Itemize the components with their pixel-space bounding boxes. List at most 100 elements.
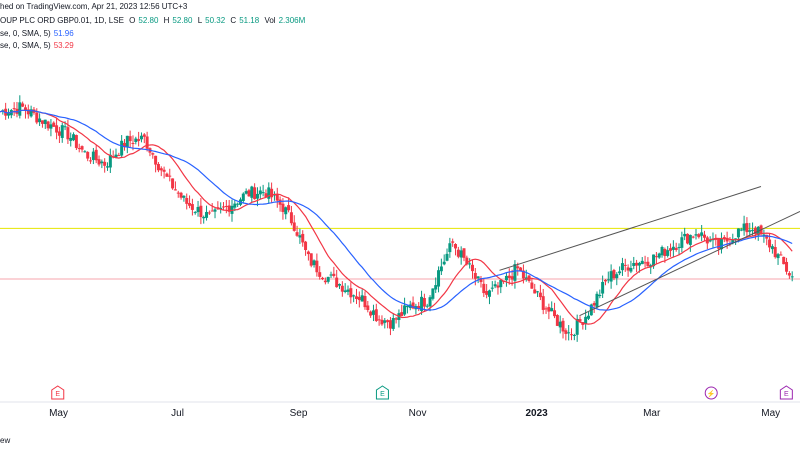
candle-body xyxy=(77,147,81,149)
candle-body xyxy=(173,189,177,191)
candle-body xyxy=(462,248,466,258)
candle-body xyxy=(224,205,228,207)
candle-body xyxy=(708,240,712,242)
candle-body xyxy=(332,273,336,276)
candle-body xyxy=(536,291,540,293)
high-label: H xyxy=(163,16,170,25)
candle-body xyxy=(663,248,667,257)
candle-body xyxy=(439,266,443,272)
candle-body xyxy=(60,125,64,138)
candle-body xyxy=(338,284,342,286)
candle-body xyxy=(80,146,84,150)
candle-body xyxy=(411,302,415,309)
candle-body xyxy=(448,243,452,253)
candle-body xyxy=(137,139,141,141)
candle-body xyxy=(456,249,460,257)
candle-body xyxy=(476,276,480,279)
candle-body xyxy=(575,318,579,335)
candle-body xyxy=(553,310,557,317)
events-group[interactable]: E E ⚡ E xyxy=(51,385,793,400)
candle-body xyxy=(538,292,542,298)
trendlines-group[interactable] xyxy=(499,185,800,317)
candle-body xyxy=(454,244,458,249)
candle-body xyxy=(479,278,483,283)
candle-body xyxy=(391,318,395,329)
candle-body xyxy=(660,247,664,256)
candle-body xyxy=(354,296,358,299)
candle-body xyxy=(405,305,409,308)
candle-body xyxy=(185,197,189,204)
candle-body xyxy=(533,289,537,294)
candle-body xyxy=(493,284,497,287)
candle-body xyxy=(122,142,126,148)
candle-body xyxy=(722,237,726,239)
candle-body xyxy=(142,134,146,137)
candle-body xyxy=(773,247,777,258)
candle-body xyxy=(394,318,398,320)
candle-body xyxy=(343,290,347,292)
candle-body xyxy=(742,223,746,231)
candle-body xyxy=(762,234,766,236)
candle-body xyxy=(357,296,361,301)
candle-body xyxy=(465,257,469,265)
candle-body xyxy=(165,173,169,177)
candle-body xyxy=(736,228,740,238)
trendline[interactable] xyxy=(579,210,800,317)
candle-body xyxy=(340,285,344,292)
candle-body xyxy=(193,212,197,214)
candle-body xyxy=(159,168,163,171)
candle-body xyxy=(603,279,607,282)
candle-body xyxy=(55,125,59,133)
x-tick-label: May xyxy=(49,408,68,419)
candle-body xyxy=(363,296,367,308)
candle-body xyxy=(267,187,271,199)
candle-body xyxy=(496,285,500,288)
low-value: 50.32 xyxy=(205,16,226,25)
ma-slow-line xyxy=(0,109,793,311)
x-tick-label: Jul xyxy=(171,408,184,419)
candle-body xyxy=(688,234,692,245)
candle-body xyxy=(748,230,752,232)
candle-body xyxy=(507,275,511,278)
candle-body xyxy=(315,260,319,273)
earnings-event-marker[interactable] xyxy=(375,385,389,400)
candle-body xyxy=(482,283,486,294)
candle-body xyxy=(176,192,180,194)
candle-body xyxy=(26,109,30,115)
candle-body xyxy=(513,264,517,281)
candle-body xyxy=(519,267,523,271)
ma-fast-legend[interactable]: se, 0, SMA, 5) 53.29 xyxy=(0,41,77,50)
ma-slow-legend[interactable]: se, 0, SMA, 5) 51.96 xyxy=(0,29,77,38)
candle-body xyxy=(787,273,791,276)
candle-body xyxy=(86,152,90,159)
candle-body xyxy=(145,136,149,149)
candle-body xyxy=(318,272,322,277)
candle-body xyxy=(555,315,559,326)
candle-body xyxy=(74,135,78,148)
candle-body xyxy=(270,188,274,198)
event-marker-label: ⚡ xyxy=(707,389,716,398)
low-label: L xyxy=(197,16,203,25)
candle-body xyxy=(731,239,735,243)
earnings-event-marker[interactable] xyxy=(51,385,65,400)
split-event-marker[interactable] xyxy=(704,386,718,400)
candle-body xyxy=(131,142,135,144)
candle-body xyxy=(66,127,70,140)
candle-body xyxy=(386,320,390,323)
candle-body xyxy=(352,295,356,297)
candle-body xyxy=(635,262,639,266)
candle-body xyxy=(510,276,514,280)
candle-body xyxy=(236,203,240,205)
candle-body xyxy=(620,263,624,271)
trendline[interactable] xyxy=(499,185,762,271)
earnings-event-marker[interactable] xyxy=(779,385,793,400)
candle-body xyxy=(21,103,25,107)
candle-body xyxy=(646,261,650,267)
symbol-legend[interactable]: OUP PLC ORD GBP0.01, 1D, LSE O 52.80 H 52.… xyxy=(0,16,308,25)
candle-body xyxy=(700,232,704,236)
event-marker-label: E xyxy=(784,391,789,398)
candle-body xyxy=(103,161,107,166)
candle-body xyxy=(49,124,53,129)
candle-body xyxy=(190,204,194,210)
